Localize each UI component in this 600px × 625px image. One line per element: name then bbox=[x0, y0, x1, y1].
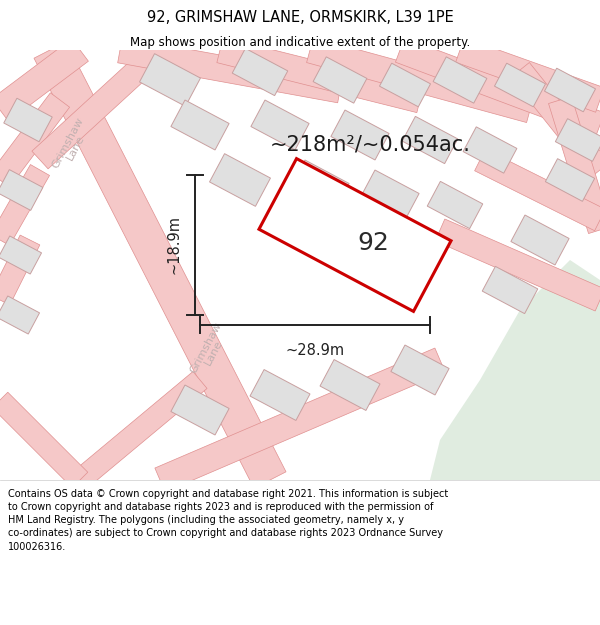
Polygon shape bbox=[291, 160, 349, 210]
Polygon shape bbox=[0, 235, 40, 305]
Polygon shape bbox=[430, 260, 600, 480]
Polygon shape bbox=[32, 41, 168, 169]
Polygon shape bbox=[545, 159, 595, 201]
Polygon shape bbox=[511, 62, 600, 178]
Polygon shape bbox=[4, 98, 52, 142]
Text: ~218m²/~0.054ac.: ~218m²/~0.054ac. bbox=[269, 135, 470, 155]
Text: 92: 92 bbox=[357, 231, 389, 255]
Polygon shape bbox=[0, 164, 50, 246]
Polygon shape bbox=[0, 296, 40, 334]
Polygon shape bbox=[402, 116, 458, 164]
Polygon shape bbox=[544, 68, 596, 112]
Text: Grimshaw
Lane: Grimshaw Lane bbox=[50, 116, 94, 174]
Polygon shape bbox=[118, 38, 343, 102]
Polygon shape bbox=[232, 48, 288, 96]
Polygon shape bbox=[34, 42, 286, 488]
Polygon shape bbox=[209, 154, 271, 206]
Polygon shape bbox=[482, 266, 538, 314]
Polygon shape bbox=[427, 181, 483, 229]
Text: Map shows position and indicative extent of the property.: Map shows position and indicative extent… bbox=[130, 36, 470, 49]
Polygon shape bbox=[307, 38, 533, 122]
Polygon shape bbox=[0, 392, 88, 488]
Polygon shape bbox=[0, 169, 43, 211]
Polygon shape bbox=[435, 219, 600, 311]
Polygon shape bbox=[361, 170, 419, 220]
Polygon shape bbox=[379, 63, 431, 107]
Polygon shape bbox=[391, 345, 449, 395]
Text: ~28.9m: ~28.9m bbox=[286, 343, 344, 358]
Polygon shape bbox=[0, 92, 70, 188]
Polygon shape bbox=[171, 100, 229, 150]
Polygon shape bbox=[433, 57, 487, 103]
Polygon shape bbox=[494, 63, 545, 107]
Polygon shape bbox=[463, 127, 517, 173]
Polygon shape bbox=[331, 110, 389, 160]
Polygon shape bbox=[556, 119, 600, 161]
Polygon shape bbox=[259, 159, 451, 311]
Polygon shape bbox=[455, 38, 600, 112]
Polygon shape bbox=[140, 54, 200, 106]
Polygon shape bbox=[548, 96, 600, 234]
Text: ~18.9m: ~18.9m bbox=[166, 216, 181, 274]
Polygon shape bbox=[171, 385, 229, 435]
Polygon shape bbox=[320, 359, 380, 411]
Polygon shape bbox=[395, 38, 600, 137]
Polygon shape bbox=[0, 236, 41, 274]
Polygon shape bbox=[475, 149, 600, 231]
Text: 92, GRIMSHAW LANE, ORMSKIRK, L39 1PE: 92, GRIMSHAW LANE, ORMSKIRK, L39 1PE bbox=[146, 10, 454, 25]
Text: Contains OS data © Crown copyright and database right 2021. This information is : Contains OS data © Crown copyright and d… bbox=[8, 489, 448, 551]
Polygon shape bbox=[73, 371, 207, 489]
Polygon shape bbox=[250, 369, 310, 421]
Polygon shape bbox=[155, 348, 445, 492]
Polygon shape bbox=[511, 215, 569, 265]
Polygon shape bbox=[217, 38, 423, 112]
Polygon shape bbox=[313, 57, 367, 103]
Text: Grimshaw
Lane: Grimshaw Lane bbox=[188, 321, 232, 379]
Polygon shape bbox=[251, 100, 309, 150]
Polygon shape bbox=[0, 39, 88, 121]
